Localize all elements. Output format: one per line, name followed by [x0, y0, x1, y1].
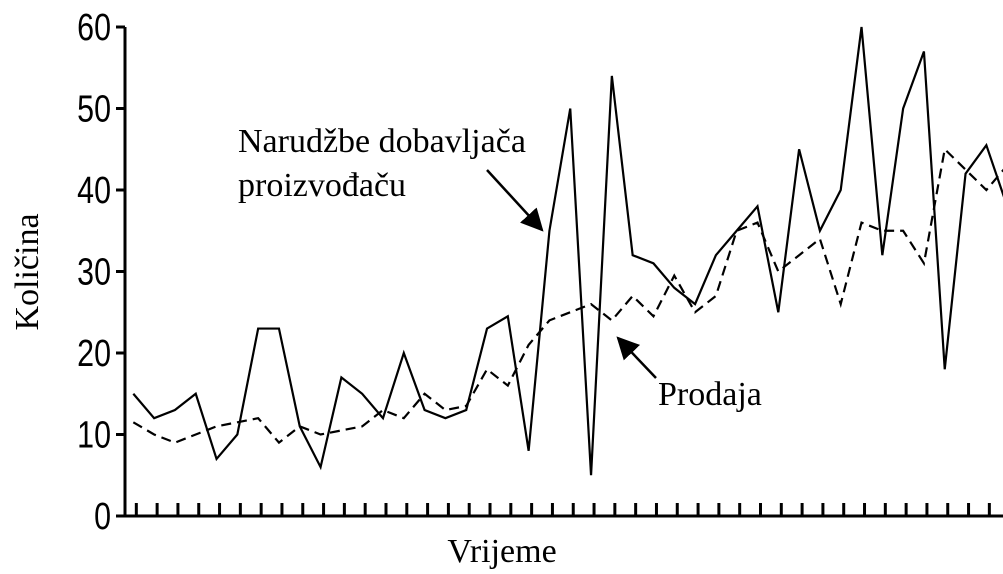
y-tick-label: 50 — [77, 88, 111, 130]
y-tick-label: 30 — [77, 251, 111, 293]
y-tick-label: 20 — [77, 333, 111, 375]
series-line — [132, 26, 1003, 476]
annotation: proizvođaču — [238, 167, 406, 204]
y-axis-label: Količina — [9, 213, 46, 330]
series-line — [132, 147, 1003, 445]
y-tick-label: 0 — [94, 496, 111, 538]
y-tick-label: 10 — [77, 414, 111, 456]
annotation: Narudžbe dobavljača — [238, 123, 526, 160]
y-tick-label: 60 — [77, 7, 111, 49]
y-tick-label: 40 — [77, 170, 111, 212]
annotation: Prodaja — [658, 376, 762, 413]
arrow — [616, 336, 657, 379]
x-axis-label: Vrijeme — [447, 533, 556, 570]
arrow — [486, 169, 544, 232]
